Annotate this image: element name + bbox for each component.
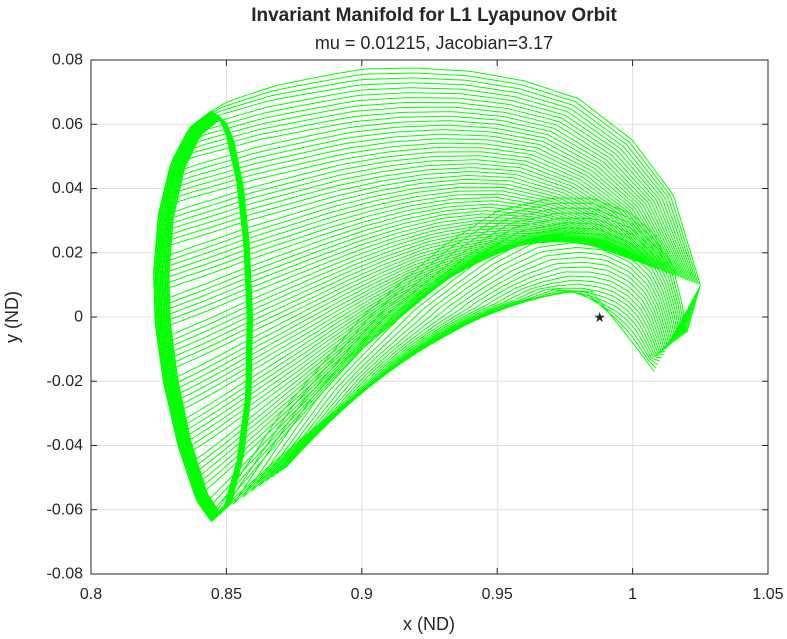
x-tick-label: 1 [628, 586, 637, 603]
manifold-trajectory [201, 77, 698, 284]
manifold-trajectory [285, 256, 679, 468]
manifold-trajectory [156, 167, 662, 271]
x-axis-label: x (ND) [403, 614, 455, 634]
manifold-trajectory [156, 220, 636, 328]
x-axis-ticks: 0.8 0.85 0.9 0.95 1 1.05 [80, 60, 784, 603]
manifold-trajectory [182, 97, 691, 282]
manifold-trajectory [177, 106, 687, 280]
y-tick-label: 0.02 [52, 244, 83, 261]
manifold-trajectory [174, 111, 685, 280]
lyapunov-orbit [153, 110, 254, 523]
manifold-trajectory [276, 237, 687, 475]
manifold-trajectory [279, 275, 672, 472]
y-tick-label: -0.02 [47, 373, 84, 390]
manifold-trajectory [166, 129, 678, 277]
y-tick-label: 0 [74, 309, 83, 326]
manifold-trajectories [153, 67, 701, 522]
manifold-trajectory [185, 92, 692, 282]
plot-area: ★ [90, 59, 769, 575]
manifold-trajectory [210, 290, 655, 520]
manifold-trajectory [284, 266, 675, 469]
manifold-trajectory [279, 242, 685, 472]
manifold-trajectory [167, 124, 680, 278]
manifold-trajectory [157, 159, 666, 273]
manifold-trajectory [156, 171, 661, 271]
y-tick-label: 0.08 [52, 52, 83, 69]
chart-subtitle: mu = 0.01215, Jacobian=3.17 [315, 33, 553, 53]
manifold-trajectory [258, 222, 692, 487]
manifold-trajectory [157, 222, 634, 339]
manifold-trajectory [271, 232, 688, 478]
manifold-trajectory [285, 261, 677, 468]
primary-body-marker: ★ [593, 309, 606, 325]
manifold-trajectory [163, 138, 675, 276]
manifold-trajectory [195, 82, 696, 284]
manifold-trajectory [168, 120, 682, 278]
manifold-trajectory [171, 115, 684, 279]
y-axis-label: y (ND) [2, 291, 22, 343]
manifold-trajectory [154, 206, 643, 307]
manifold-trajectory [251, 217, 694, 492]
y-tick-label: 0.06 [52, 116, 83, 133]
manifold-trajectory [210, 197, 701, 520]
manifold-trajectory [265, 227, 690, 482]
manifold-trajectory [179, 102, 689, 281]
manifold-trajectory [206, 72, 699, 285]
manifold-trajectory [158, 151, 669, 274]
manifold-trajectory [200, 239, 584, 508]
orbit-loop [167, 118, 254, 515]
y-tick-label: -0.08 [47, 566, 84, 583]
x-tick-label: 1.05 [752, 586, 783, 603]
chart-title: Invariant Manifold for L1 Lyapunov Orbit [251, 5, 617, 26]
y-axis-ticks: -0.08 -0.06 -0.04 -0.02 0 0.02 0.04 0.06 0.08 [47, 52, 768, 583]
y-tick-label: -0.06 [47, 501, 84, 518]
manifold-trajectory [154, 200, 646, 291]
manifold-trajectory [164, 236, 620, 387]
x-tick-label: 0.95 [482, 586, 513, 603]
manifold-trajectory [282, 271, 674, 470]
manifold-trajectory [158, 224, 632, 344]
manifold-trajectory [163, 235, 622, 382]
manifold-trajectory [242, 212, 696, 498]
manifold-trajectory [210, 67, 701, 286]
manifold-trajectory [187, 87, 694, 283]
manifold-trajectory [158, 155, 668, 273]
manifold-trajectory [155, 210, 641, 312]
manifold-trajectory [155, 216, 638, 323]
x-tick-label: 0.9 [351, 586, 373, 603]
y-tick-label: 0.04 [52, 180, 83, 197]
manifold-trajectory [165, 133, 677, 276]
manifold-trajectory [276, 279, 670, 475]
manifold-trajectory [162, 234, 623, 371]
manifold-trajectory [232, 207, 698, 505]
manifold-trajectory [271, 283, 668, 478]
y-tick-label: -0.04 [47, 437, 84, 454]
manifold-trajectory [154, 196, 648, 285]
manifold-trajectory [161, 146, 671, 275]
manifold-trajectory [284, 251, 681, 469]
manifold-trajectory [154, 203, 645, 301]
manifold-trajectory [222, 202, 699, 512]
manifold-trajectory [282, 246, 683, 470]
x-tick-label: 0.85 [211, 586, 242, 603]
x-tick-label: 0.8 [80, 586, 102, 603]
